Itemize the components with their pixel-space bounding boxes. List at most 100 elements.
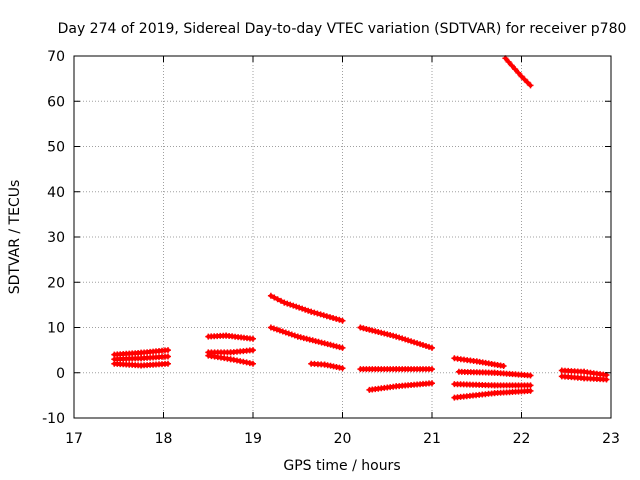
series-arc-5c	[451, 381, 534, 389]
data-point	[357, 324, 364, 331]
y-tick-label: 60	[47, 94, 65, 110]
data-point	[429, 366, 435, 373]
y-tick-label: 50	[47, 140, 65, 156]
data-point	[314, 310, 321, 317]
chart-title: Day 274 of 2019, Sidereal Day-to-day VTE…	[58, 21, 627, 37]
y-axis-label: SDTVAR / TECUs	[7, 180, 23, 295]
data-point	[311, 309, 318, 316]
series-arc-1b	[111, 353, 171, 363]
data-point	[500, 363, 507, 369]
data-point	[369, 327, 376, 334]
series-arc-5a	[451, 355, 507, 369]
data-point	[282, 329, 289, 336]
data-point	[330, 342, 337, 349]
data-point	[273, 326, 280, 333]
data-point	[429, 380, 435, 387]
data-point	[291, 332, 298, 339]
data-point	[512, 66, 519, 73]
series-arc-3b	[267, 324, 346, 351]
x-axis-ticks: 17 18 19 20 21 22 23	[65, 56, 620, 447]
data-point	[524, 79, 531, 86]
data-point	[336, 316, 343, 323]
data-point	[387, 332, 394, 338]
x-tick-label: 23	[602, 431, 620, 447]
data-point	[414, 340, 421, 347]
data-point	[320, 312, 327, 319]
data-point	[375, 329, 382, 335]
data-point	[309, 337, 316, 344]
data-point	[515, 69, 522, 76]
data-point	[429, 344, 435, 351]
data-point	[271, 294, 278, 301]
series-arc-5e	[502, 55, 534, 89]
data-point	[381, 330, 388, 337]
data-point	[293, 303, 300, 310]
data-point	[305, 307, 312, 314]
series-arc-5b	[455, 368, 534, 379]
series-arc-4c	[366, 380, 435, 393]
x-tick-label: 18	[155, 431, 173, 447]
data-point	[165, 347, 171, 354]
data-point	[270, 325, 277, 332]
data-point	[527, 82, 534, 89]
data-point	[527, 372, 534, 379]
data-point	[287, 301, 294, 308]
data-point	[417, 341, 424, 348]
data-point	[420, 342, 426, 348]
data-point	[426, 343, 432, 350]
y-tick-label: -10	[42, 411, 65, 427]
series-arc-2b	[205, 347, 256, 356]
data-point	[339, 317, 346, 324]
data-point	[339, 365, 346, 372]
data-point	[290, 302, 297, 309]
data-point	[393, 333, 400, 340]
y-axis-ticks: -10 0 10 20 30 40 50 60 70	[42, 49, 611, 427]
data-point	[339, 344, 346, 351]
series-arc-6b	[558, 373, 610, 383]
y-tick-label: 20	[47, 275, 65, 291]
data-point	[267, 324, 274, 331]
series-arc-2c	[205, 352, 256, 367]
data-point	[315, 338, 322, 345]
data-point	[603, 376, 610, 383]
y-tick-label: 70	[47, 49, 65, 65]
data-point	[297, 334, 304, 341]
series-arc-4b	[357, 366, 435, 373]
data-point	[402, 336, 409, 343]
series-arc-6a	[558, 367, 610, 378]
data-point	[527, 387, 534, 394]
data-point	[284, 300, 291, 307]
data-point	[250, 335, 256, 342]
data-point	[508, 62, 515, 69]
data-point	[321, 340, 328, 347]
data-point	[165, 360, 171, 367]
data-point	[296, 304, 303, 311]
data-point	[363, 326, 370, 332]
data-point	[308, 308, 315, 315]
data-point	[278, 297, 284, 304]
data-point	[411, 339, 418, 346]
data-point	[405, 337, 412, 344]
data-point	[323, 313, 330, 320]
data-point	[408, 338, 415, 345]
data-point	[333, 315, 340, 322]
data-point	[396, 334, 403, 341]
data-point	[317, 311, 324, 318]
data-point	[336, 344, 343, 351]
series-arc-2a	[205, 332, 256, 342]
data-point	[274, 296, 281, 303]
data-point	[505, 58, 512, 65]
data-point	[281, 299, 288, 306]
data-point	[288, 331, 295, 338]
data-point	[327, 341, 334, 348]
data-point	[165, 353, 171, 360]
data-point	[250, 347, 256, 354]
data-point	[303, 335, 310, 342]
data-point	[330, 315, 337, 321]
x-tick-label: 17	[65, 431, 83, 447]
data-point	[250, 360, 256, 367]
data-point	[276, 327, 283, 334]
y-tick-label: 10	[47, 321, 65, 337]
data-point	[302, 306, 309, 313]
series-arc-1c	[111, 360, 171, 369]
